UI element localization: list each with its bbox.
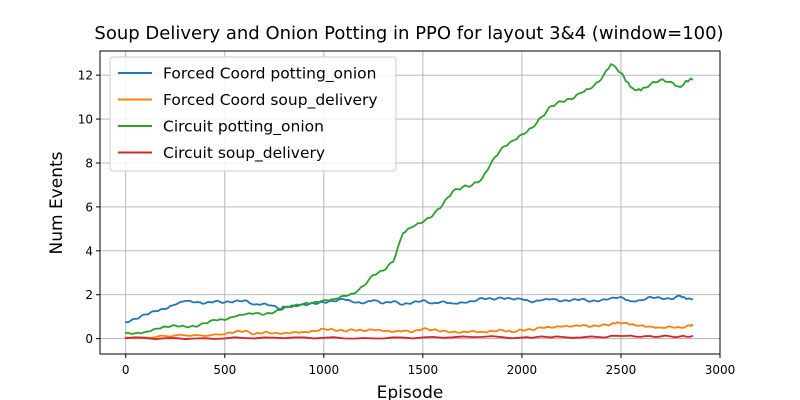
series-line-0 (124, 294, 694, 324)
y-tick-label: 12 (78, 69, 93, 83)
x-tick-label: 500 (213, 363, 236, 377)
y-tick-label: 10 (78, 113, 93, 127)
series-line-2 (124, 63, 694, 335)
x-tick-label: 1000 (309, 363, 340, 377)
x-axis: 0 500 1000 1500 2000 2500 3000 (122, 354, 735, 377)
plot-frame (99, 50, 721, 355)
series-line-1 (124, 321, 694, 340)
legend-label: Circuit potting_onion (163, 118, 324, 137)
legend-label: Forced Coord potting_onion (163, 65, 376, 84)
x-tick-label: 2500 (606, 363, 637, 377)
x-tick-label: 1500 (408, 363, 439, 377)
y-tick-label: 8 (85, 156, 93, 170)
series-line-3 (124, 334, 694, 340)
x-tick-label: 3000 (705, 363, 736, 377)
y-axis: 0 2 4 6 8 10 12 (78, 69, 100, 346)
chart-title: Soup Delivery and Onion Potting in PPO f… (94, 23, 723, 44)
y-tick-label: 2 (85, 288, 93, 302)
y-tick-label: 6 (85, 200, 93, 214)
y-tick-label: 4 (85, 244, 93, 258)
y-tick-label: 0 (85, 332, 93, 346)
x-tick-label: 2000 (507, 363, 538, 377)
plot-series (124, 63, 694, 340)
legend-label: Forced Coord soup_delivery (163, 91, 378, 110)
x-tick-label: 0 (122, 363, 130, 377)
y-axis-label: Num Events (47, 151, 67, 254)
legend-label: Circuit soup_delivery (163, 144, 325, 163)
x-axis-label: Episode (377, 383, 444, 400)
legend: Forced Coord potting_onion Forced Coord s… (109, 56, 397, 172)
legend-box (109, 56, 397, 172)
